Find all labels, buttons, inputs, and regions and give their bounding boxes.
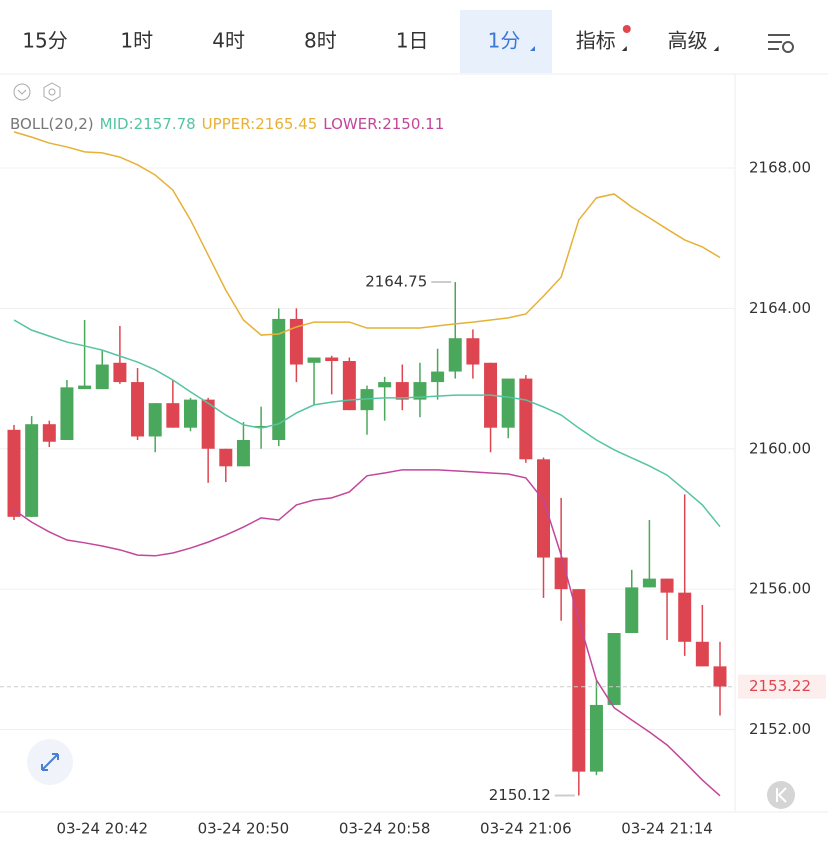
legend-name: MID:	[100, 115, 134, 133]
tab[interactable]: 指标	[576, 29, 616, 53]
candle-body	[395, 382, 409, 400]
x-tick-label: 03-24 20:58	[339, 820, 431, 838]
candle-body	[325, 357, 339, 362]
candle-body	[60, 387, 74, 440]
band-line	[13, 319, 721, 528]
candle-body	[501, 378, 515, 428]
legend: BOLL(20,2) MID:2157.78 UPPER:2165.45 LOWER:…	[10, 115, 444, 133]
legend-value: 2165.45	[255, 115, 317, 133]
candle-body	[413, 382, 427, 400]
high-label: 2164.75	[365, 273, 427, 291]
candle-body	[695, 641, 709, 667]
candle-body	[519, 378, 533, 460]
candle-body	[660, 578, 674, 593]
tab[interactable]: 高级	[668, 29, 708, 53]
candle-body	[607, 633, 621, 705]
candle-body	[448, 338, 462, 372]
candle-body	[254, 425, 268, 428]
dropdown-caret	[530, 46, 535, 51]
legend-name: LOWER:	[323, 115, 382, 133]
low-label: 2150.12	[489, 786, 551, 804]
y-tick-label: 2168.00	[749, 159, 811, 177]
candle-body	[148, 403, 162, 437]
tab[interactable]: 8时	[304, 29, 337, 53]
x-tick-label: 03-24 20:42	[56, 820, 148, 838]
y-tick-label: 2156.00	[749, 580, 811, 598]
x-tick-label: 03-24 21:14	[621, 820, 713, 838]
candle-body	[713, 666, 727, 687]
indicator-name: BOLL(20,2)	[10, 115, 94, 133]
candle-body	[201, 399, 215, 449]
candle-body	[642, 578, 656, 588]
candle-body	[307, 357, 321, 363]
candle-body	[7, 429, 21, 517]
candle-body	[625, 587, 639, 634]
y-tick-label: 2164.00	[749, 299, 811, 317]
kline-icon	[776, 787, 787, 803]
collapse-icon[interactable]	[13, 83, 31, 101]
indicator-settings-icon[interactable]	[43, 82, 61, 102]
y-tick-label: 2152.00	[749, 720, 811, 738]
candle-body	[342, 361, 356, 411]
last-price-label: 2153.22	[749, 677, 811, 695]
dropdown-caret	[621, 46, 627, 51]
x-tick-label: 03-24 21:06	[480, 820, 572, 838]
candle-body	[25, 424, 39, 517]
indicator-settings-dot	[48, 88, 56, 96]
tab[interactable]: 1分	[488, 29, 521, 53]
candle-body	[378, 382, 392, 388]
legend-value: 2150.11	[382, 115, 444, 133]
candle-body	[184, 399, 197, 428]
candle-body	[42, 424, 56, 442]
candle-body	[131, 382, 145, 437]
last-price-box	[738, 674, 826, 699]
legend-name: UPPER:	[202, 115, 256, 133]
kline-button[interactable]	[767, 781, 795, 809]
candle-body	[219, 448, 233, 467]
candle-body	[95, 364, 109, 390]
candle-body	[113, 362, 127, 383]
candle-body	[678, 592, 692, 642]
candle-body	[289, 318, 303, 365]
legend-value: 2157.78	[134, 115, 196, 133]
active-tab-bg	[460, 10, 552, 73]
candle-body	[166, 403, 180, 428]
candle-body	[272, 318, 286, 440]
settings-icon[interactable]	[768, 34, 794, 53]
y-tick-label: 2160.00	[749, 439, 811, 457]
candle-body	[78, 385, 92, 390]
band-line	[13, 469, 721, 797]
collapse-chevron	[17, 89, 27, 95]
x-tick-label: 03-24 20:50	[198, 820, 290, 838]
expand-icon	[41, 753, 59, 771]
candle-body	[236, 439, 250, 467]
tab[interactable]: 15分	[22, 29, 67, 53]
candle-body	[572, 589, 586, 772]
candle-body	[537, 459, 550, 558]
dropdown-caret	[713, 46, 719, 51]
notice-dot	[622, 25, 631, 33]
tab[interactable]: 1时	[120, 29, 153, 53]
band-line	[13, 131, 721, 336]
candle-body	[589, 704, 603, 772]
candle-body	[466, 338, 480, 365]
tab[interactable]: 4时	[212, 29, 245, 53]
tab[interactable]: 1日	[396, 29, 429, 53]
candle-body	[431, 371, 445, 383]
